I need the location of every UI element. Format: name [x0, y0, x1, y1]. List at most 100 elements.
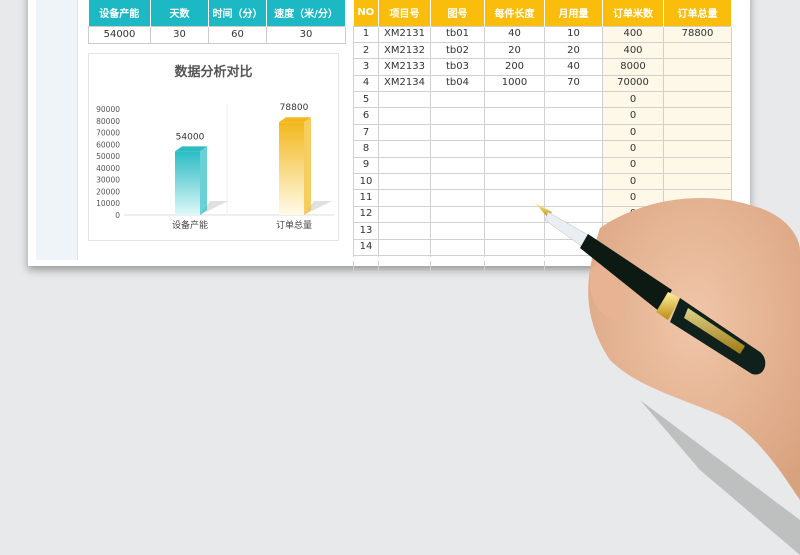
- order-cell[interactable]: [544, 107, 603, 125]
- order-cell[interactable]: [544, 140, 603, 158]
- order-cell[interactable]: [484, 123, 545, 142]
- order-cell[interactable]: [544, 156, 603, 175]
- order-cell[interactable]: [484, 205, 545, 224]
- order-cell[interactable]: tb04: [430, 74, 485, 93]
- order-cell[interactable]: [544, 123, 603, 142]
- order-cell[interactable]: [378, 173, 431, 191]
- order-cell[interactable]: tb03: [430, 58, 485, 76]
- order-cell[interactable]: [484, 91, 545, 109]
- order-cell[interactable]: 7: [353, 123, 379, 142]
- order-cell[interactable]: [378, 238, 431, 256]
- summary-value-cell[interactable]: 54000: [88, 25, 151, 44]
- order-cell[interactable]: [663, 173, 732, 191]
- order-cell[interactable]: [430, 205, 485, 224]
- order-cell[interactable]: 0: [602, 173, 664, 191]
- order-cell[interactable]: 12: [353, 205, 379, 224]
- order-cell[interactable]: [484, 189, 545, 207]
- order-cell[interactable]: [544, 173, 603, 191]
- order-cell[interactable]: [378, 222, 431, 240]
- order-cell[interactable]: 11: [353, 189, 379, 207]
- order-cell[interactable]: 70000: [602, 74, 664, 93]
- order-cell[interactable]: 0: [602, 140, 664, 158]
- order-cell[interactable]: 40: [544, 58, 603, 76]
- order-cell[interactable]: 9: [353, 156, 379, 175]
- order-cell[interactable]: [378, 205, 431, 224]
- order-cell[interactable]: [544, 189, 603, 207]
- order-cell[interactable]: [663, 123, 732, 142]
- order-cell[interactable]: [663, 222, 732, 240]
- order-cell[interactable]: tb01: [430, 25, 485, 43]
- order-cell[interactable]: [663, 74, 732, 93]
- order-cell[interactable]: 0: [602, 205, 664, 224]
- order-cell[interactable]: 0: [602, 91, 664, 109]
- order-cell[interactable]: [378, 189, 431, 207]
- summary-value-cell[interactable]: 30: [150, 25, 209, 44]
- order-cell[interactable]: [430, 189, 485, 207]
- order-cell[interactable]: 10: [544, 25, 603, 43]
- order-cell[interactable]: [430, 123, 485, 142]
- order-cell[interactable]: [430, 140, 485, 158]
- order-cell[interactable]: 0: [602, 156, 664, 175]
- order-cell[interactable]: [663, 140, 732, 158]
- order-cell[interactable]: 78800: [663, 25, 732, 43]
- order-cell[interactable]: 13: [353, 222, 379, 240]
- order-cell[interactable]: 20: [544, 41, 603, 60]
- order-cell[interactable]: [378, 91, 431, 109]
- order-cell[interactable]: 20: [484, 41, 545, 60]
- order-cell[interactable]: 70: [544, 74, 603, 93]
- order-cell[interactable]: 200: [484, 58, 545, 76]
- order-cell[interactable]: [430, 91, 485, 109]
- order-cell[interactable]: [663, 107, 732, 125]
- order-cell[interactable]: 0: [602, 123, 664, 142]
- order-cell[interactable]: [663, 189, 732, 207]
- order-cell[interactable]: XM2133: [378, 58, 431, 76]
- order-cell[interactable]: [430, 222, 485, 240]
- order-cell[interactable]: [378, 140, 431, 158]
- order-cell[interactable]: 8000: [602, 58, 664, 76]
- order-cell[interactable]: 4: [353, 74, 379, 93]
- order-cell[interactable]: XM2132: [378, 41, 431, 60]
- order-cell[interactable]: 400: [602, 41, 664, 60]
- order-cell[interactable]: [430, 107, 485, 125]
- order-cell[interactable]: 400: [602, 25, 664, 43]
- order-cell[interactable]: 3: [353, 58, 379, 76]
- order-cell[interactable]: 0: [602, 222, 664, 240]
- order-cell[interactable]: 40: [484, 25, 545, 43]
- order-cell[interactable]: [484, 156, 545, 175]
- order-cell[interactable]: [544, 91, 603, 109]
- order-cell[interactable]: 1000: [484, 74, 545, 93]
- order-cell[interactable]: 2: [353, 41, 379, 60]
- order-cell[interactable]: 6: [353, 107, 379, 125]
- order-cell[interactable]: 0: [602, 238, 664, 256]
- order-cell[interactable]: XM2134: [378, 74, 431, 93]
- order-cell[interactable]: 14: [353, 238, 379, 256]
- order-cell[interactable]: XM2131: [378, 25, 431, 43]
- order-cell[interactable]: 0: [602, 107, 664, 125]
- order-cell[interactable]: 0: [602, 189, 664, 207]
- order-cell[interactable]: [378, 156, 431, 175]
- order-cell[interactable]: 5: [353, 91, 379, 109]
- order-cell[interactable]: [663, 205, 732, 224]
- order-cell[interactable]: [484, 238, 545, 256]
- order-cell[interactable]: [430, 156, 485, 175]
- order-cell[interactable]: [544, 238, 603, 256]
- order-cell[interactable]: [663, 41, 732, 60]
- summary-value-cell[interactable]: 30: [266, 25, 346, 44]
- order-cell[interactable]: [378, 123, 431, 142]
- order-cell[interactable]: 10: [353, 173, 379, 191]
- order-cell[interactable]: 8: [353, 140, 379, 158]
- order-cell[interactable]: [544, 205, 603, 224]
- order-cell[interactable]: [663, 58, 732, 76]
- summary-value-cell[interactable]: 60: [208, 25, 267, 44]
- order-cell[interactable]: [484, 107, 545, 125]
- order-cell[interactable]: [430, 173, 485, 191]
- order-cell[interactable]: tb02: [430, 41, 485, 60]
- order-cell[interactable]: [663, 156, 732, 175]
- order-cell[interactable]: [484, 222, 545, 240]
- order-cell[interactable]: [484, 140, 545, 158]
- order-cell[interactable]: [663, 91, 732, 109]
- order-cell[interactable]: [430, 238, 485, 256]
- order-cell[interactable]: [484, 173, 545, 191]
- order-cell[interactable]: 1: [353, 25, 379, 43]
- order-cell[interactable]: [544, 222, 603, 240]
